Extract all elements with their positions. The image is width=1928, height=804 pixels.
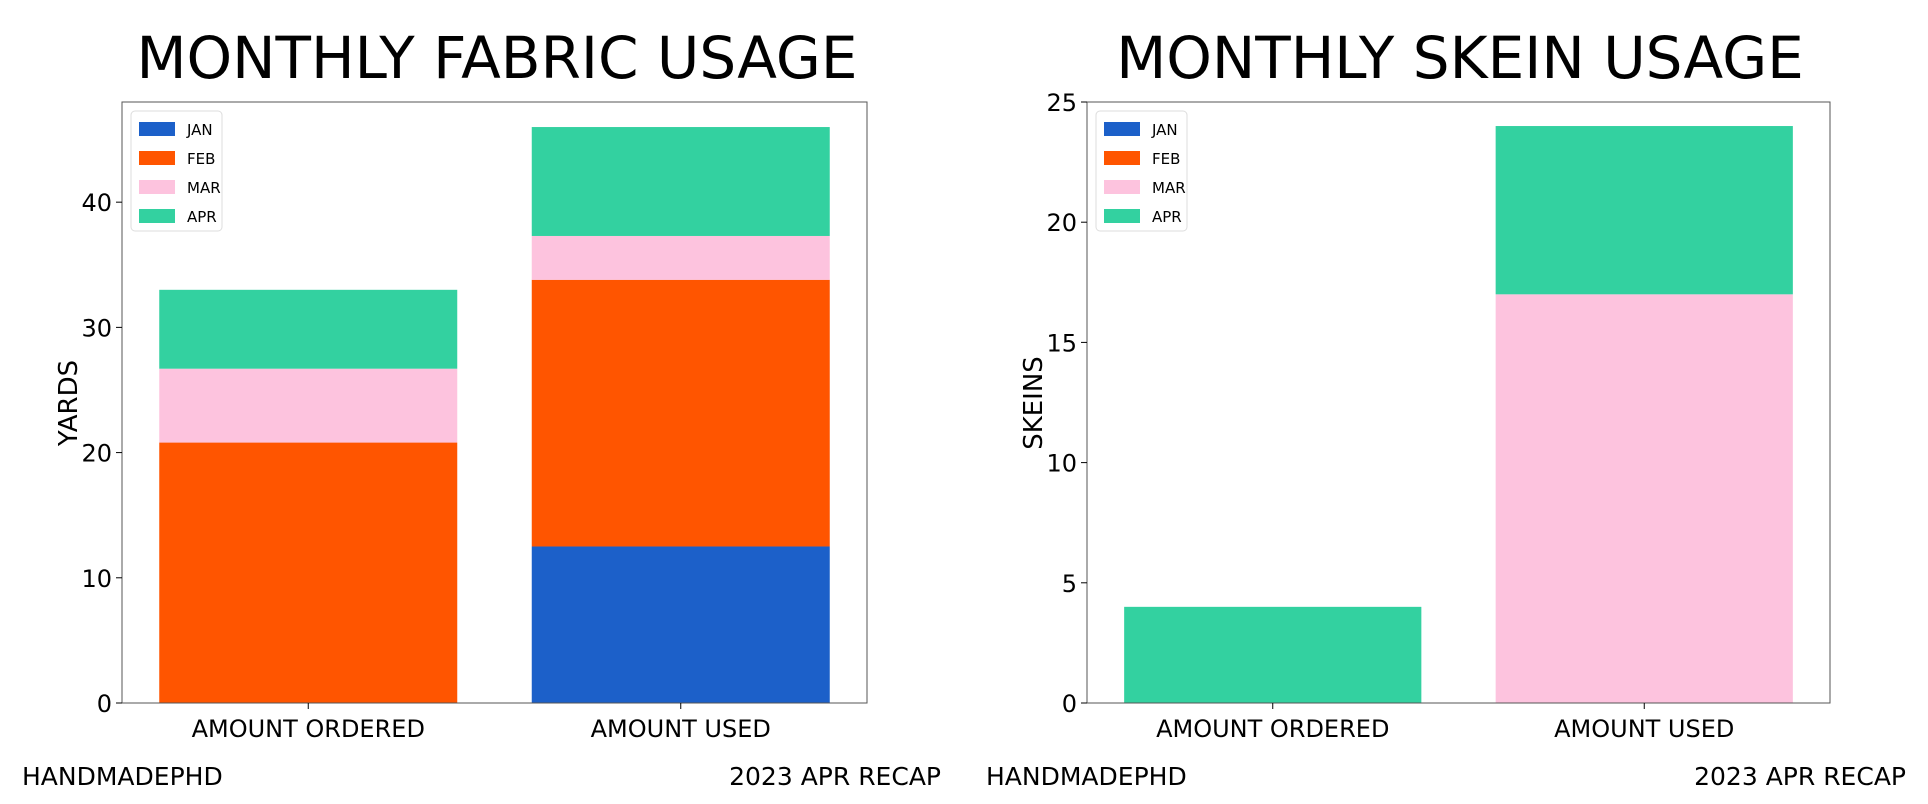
y-tick-label: 20	[81, 440, 112, 468]
bar-mar	[1495, 294, 1793, 703]
bar-apr	[1495, 126, 1793, 295]
bar-layer	[159, 127, 830, 703]
chart-title: MONTHLY SKEIN USAGE	[1116, 24, 1804, 92]
legend-label: JAN	[1151, 121, 1178, 139]
bar-apr	[159, 289, 458, 369]
legend-label: FEB	[1152, 150, 1180, 168]
x-tick-label: AMOUNT USED	[1554, 715, 1734, 743]
legend-label: MAR	[187, 179, 221, 197]
y-tick-label: 5	[1062, 570, 1077, 598]
footer-left: HANDMADEPHD	[22, 762, 223, 791]
y-tick-label: 30	[81, 314, 112, 342]
x-tick-label: AMOUNT USED	[591, 715, 771, 743]
bar-feb	[159, 442, 458, 703]
y-axis: 0 5 10 15 20 25	[1046, 89, 1087, 718]
y-axis-label: YARDS	[54, 360, 84, 447]
y-tick-label: 0	[97, 690, 112, 718]
x-tick-label: AMOUNT ORDERED	[192, 715, 425, 743]
legend-swatch-feb	[139, 151, 175, 165]
legend-swatch-mar	[1104, 180, 1140, 194]
legend: JAN FEB MAR APR	[130, 110, 223, 232]
y-tick-label: 15	[1046, 329, 1077, 357]
bar-feb	[531, 279, 830, 547]
x-tick-label: AMOUNT ORDERED	[1156, 715, 1389, 743]
legend-swatch-apr	[1104, 209, 1140, 223]
y-tick-label: 0	[1062, 690, 1077, 718]
bar-mar	[159, 368, 458, 443]
legend-label: APR	[1152, 208, 1182, 226]
footer-left: HANDMADEPHD	[986, 762, 1187, 791]
legend: JAN FEB MAR APR	[1095, 110, 1188, 232]
x-axis: AMOUNT ORDERED AMOUNT USED	[1156, 703, 1734, 743]
legend-swatch-jan	[1104, 122, 1140, 136]
footer-right: 2023 APR RECAP	[729, 762, 941, 791]
plot-frame	[1086, 101, 1831, 704]
y-axis-label: SKEINS	[1019, 356, 1049, 450]
legend-swatch-mar	[139, 180, 175, 194]
legend-swatch-feb	[1104, 151, 1140, 165]
chart-title: MONTHLY FABRIC USAGE	[136, 24, 857, 92]
y-tick-label: 40	[81, 189, 112, 217]
skein-chart: MONTHLY SKEIN USAGE 0 5 10 15 20 25 AMOUNT OR…	[986, 24, 1906, 791]
y-tick-label: 25	[1046, 89, 1077, 117]
legend-box	[130, 110, 223, 232]
legend-label: MAR	[1152, 179, 1186, 197]
fabric-chart: MONTHLY FABRIC USAGE 0 10 20 30 40 AMOUNT OR…	[22, 24, 941, 791]
bar-mar	[531, 235, 830, 280]
legend-label: JAN	[186, 121, 213, 139]
y-tick-label: 10	[1046, 450, 1077, 478]
bar-layer	[1124, 126, 1793, 703]
y-tick-label: 20	[1046, 209, 1077, 237]
legend-swatch-jan	[139, 122, 175, 136]
bar-apr	[1124, 606, 1422, 703]
bar-apr	[531, 127, 830, 236]
bar-jan	[531, 546, 830, 703]
x-axis: AMOUNT ORDERED AMOUNT USED	[192, 703, 771, 743]
y-axis: 0 10 20 30 40	[81, 189, 122, 718]
plot-frame	[121, 101, 868, 704]
footer-right: 2023 APR RECAP	[1694, 762, 1906, 791]
legend-swatch-apr	[139, 209, 175, 223]
legend-label: FEB	[187, 150, 215, 168]
legend-label: APR	[187, 208, 217, 226]
y-tick-label: 10	[81, 565, 112, 593]
legend-box	[1095, 110, 1188, 232]
